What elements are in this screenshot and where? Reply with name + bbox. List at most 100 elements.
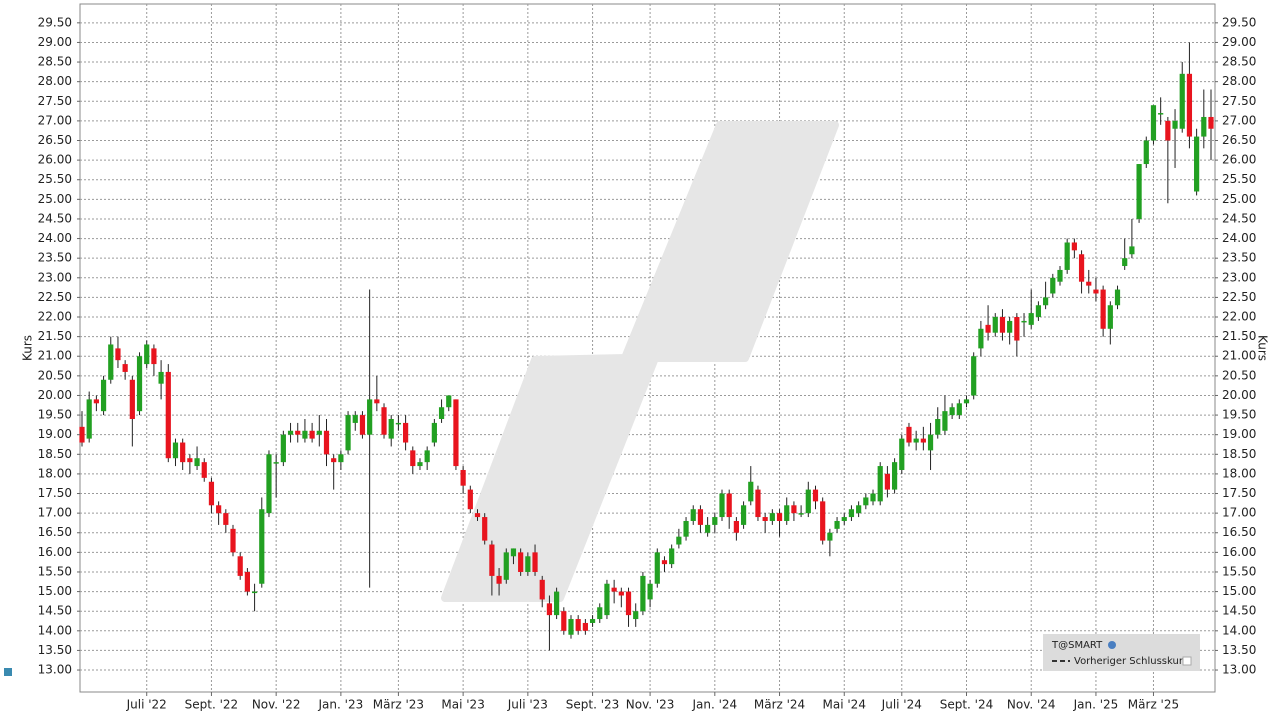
y-tick-label: 21.50 (38, 329, 72, 343)
y2-tick-label: 22.50 (1222, 290, 1256, 304)
candle-body (129, 379, 135, 419)
candle-body (144, 344, 150, 365)
candle-body (287, 430, 294, 435)
y-tick-label: 17.50 (38, 486, 72, 500)
y2-tick-label: 25.00 (1222, 192, 1256, 206)
candle-body (913, 438, 919, 443)
candle-body (870, 493, 876, 502)
y-tick-label: 27.50 (38, 94, 72, 108)
candle-body (100, 379, 107, 412)
candle-body (762, 517, 768, 521)
candle-body (705, 524, 711, 533)
candle-body (877, 466, 883, 502)
candle-body (1172, 120, 1178, 129)
candle-body (216, 505, 222, 514)
y2-tick-label: 15.50 (1222, 564, 1256, 578)
candle-body (971, 356, 977, 396)
y2-tick-label: 18.50 (1222, 447, 1256, 461)
candle-body (180, 442, 186, 463)
candle-body (388, 418, 394, 439)
candle-body (374, 399, 380, 404)
candle-body (230, 528, 236, 553)
candle-body (338, 454, 344, 463)
candle-body (431, 422, 437, 443)
y-tick-label: 25.00 (38, 192, 72, 206)
candle-body (625, 591, 632, 616)
y2-tick-label: 23.00 (1222, 270, 1256, 284)
y2-tick-label: 14.00 (1222, 623, 1256, 637)
y2-tick-label: 17.50 (1222, 486, 1256, 500)
legend-checkbox[interactable] (1182, 656, 1192, 666)
candle-body (1186, 73, 1193, 137)
candle-body (1143, 140, 1149, 165)
candle-body (899, 438, 905, 470)
candle-body (999, 317, 1006, 333)
candle-body (410, 450, 416, 467)
candle-body (460, 469, 466, 486)
candle-body (906, 426, 912, 443)
x-tick-label: Nov. '23 (626, 698, 675, 712)
candle-body (740, 505, 747, 525)
candle-body (1100, 289, 1106, 329)
candle-body (309, 430, 315, 439)
x-tick-label: Sept. '22 (185, 698, 239, 712)
candle-body (208, 481, 215, 506)
candle-body (798, 513, 804, 515)
y2-tick-label: 24.50 (1222, 211, 1256, 225)
candle-body (1158, 113, 1164, 115)
y-tick-label: 22.00 (38, 310, 72, 324)
candle-body (676, 536, 682, 545)
candle-body (827, 532, 833, 541)
candle-body (331, 458, 337, 463)
y2-axis-label: Kurs (1256, 335, 1270, 361)
y2-tick-label: 17.00 (1222, 506, 1256, 520)
y2-tick-label: 27.50 (1222, 94, 1256, 108)
legend-label: Vorheriger Schlusskurs (1074, 656, 1188, 667)
candle-body (963, 399, 970, 404)
candle-body (1071, 242, 1077, 251)
candle-body (1122, 258, 1128, 267)
y2-tick-label: 21.50 (1222, 329, 1256, 343)
y-tick-label: 23.50 (38, 251, 72, 265)
y-tick-label: 14.50 (38, 604, 72, 618)
candle-body (683, 520, 689, 537)
y-tick-label: 29.00 (38, 35, 72, 49)
candle-body (251, 591, 258, 594)
candle-body (654, 552, 660, 584)
y2-tick-label: 24.00 (1222, 231, 1256, 245)
candle-body (697, 509, 704, 525)
candle-body (604, 583, 610, 616)
x-tick-label: März '25 (1128, 698, 1179, 712)
candle-body (949, 407, 955, 416)
candle-body (575, 619, 581, 631)
candle-body (352, 415, 358, 423)
candle-body (1107, 305, 1113, 329)
candle-body (769, 513, 775, 521)
tool-icon[interactable] (4, 668, 12, 676)
x-tick-label: Mai '23 (441, 698, 484, 712)
y-tick-label: 13.50 (38, 643, 72, 657)
y2-tick-label: 19.00 (1222, 427, 1256, 441)
y-tick-label: 16.50 (38, 525, 72, 539)
legend: T@SMART Vorheriger Schlusskurs (1043, 634, 1200, 671)
candle-body (992, 317, 998, 333)
y2-tick-label: 20.50 (1222, 368, 1256, 382)
candle-body (108, 344, 114, 380)
candle-body (1043, 297, 1049, 306)
y-tick-label: 22.50 (38, 290, 72, 304)
candle-body (1136, 164, 1142, 219)
candle-body (719, 493, 725, 518)
candle-body (424, 450, 430, 463)
y-tick-label: 19.00 (38, 427, 72, 441)
x-tick-label: Jan. '24 (691, 698, 737, 712)
candle-body (1129, 246, 1135, 255)
candle-body (611, 587, 617, 592)
candle-body (1208, 116, 1214, 129)
candle-body (496, 575, 502, 584)
candle-body (640, 575, 646, 612)
legend-title: T@SMART (1051, 640, 1103, 651)
y2-tick-label: 18.00 (1222, 466, 1256, 480)
x-tick-label: Sept. '24 (940, 698, 994, 712)
y2-tick-label: 28.50 (1222, 55, 1256, 69)
y-axis-label: Kurs (21, 335, 35, 361)
